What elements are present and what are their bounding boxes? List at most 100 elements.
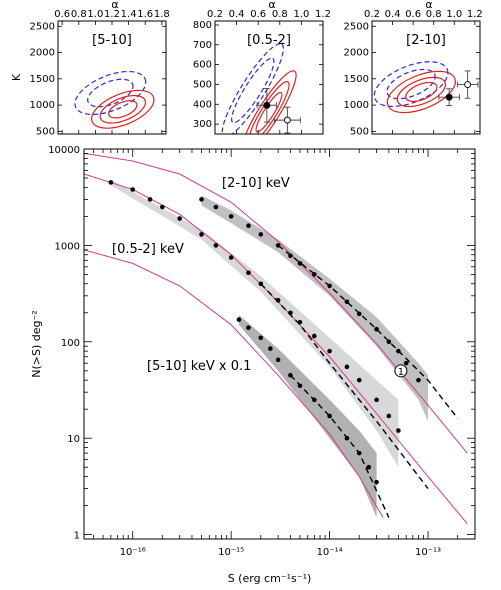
panel-frame — [214, 20, 324, 135]
data-point — [416, 377, 421, 383]
data-point — [374, 326, 379, 332]
y-tick-label: 500 — [193, 79, 212, 90]
contour-solid-0 — [405, 81, 438, 102]
inset-panel-0: 0.6 0.8 1.0 1.2 1.4 1.6 1.8 500 1000 1500 2000 2500… — [10, 0, 170, 137]
contour-dashed-1 — [74, 70, 147, 116]
y-tick-label: 700 — [193, 40, 212, 51]
y-axis-title: K — [10, 73, 23, 81]
data-point — [246, 223, 251, 229]
y-tick-label: 10000 — [48, 145, 80, 156]
series-2 — [236, 317, 379, 485]
y-tick-label: 500 — [36, 126, 55, 137]
x-axis-title: S (erg cm⁻¹s⁻¹) — [228, 572, 312, 585]
data-point — [344, 364, 350, 370]
data-point — [312, 333, 317, 339]
panel-plot-area — [74, 70, 155, 129]
x-tick-label: 10⁻¹³ — [415, 547, 441, 558]
filled-marker — [263, 101, 271, 109]
x-tick-label: 10⁻¹⁴ — [317, 547, 343, 558]
data-point — [228, 255, 234, 260]
contour-solid-1 — [248, 81, 290, 134]
contour-solid-0 — [108, 100, 138, 119]
x-tick-label: 0.2 — [364, 9, 380, 20]
open-marker — [464, 81, 472, 89]
data-point — [130, 187, 136, 192]
data-point — [275, 357, 281, 363]
x-tick-label: 10⁻¹⁶ — [120, 547, 146, 558]
data-point — [297, 383, 303, 389]
y-tick-label: 400 — [193, 99, 212, 110]
x-tick-label: 10⁻¹⁵ — [218, 547, 244, 558]
x-tick-label: 1.0 — [446, 9, 462, 20]
data-point — [344, 299, 350, 305]
y-tick-label: 2000 — [344, 48, 369, 59]
filled-marker — [445, 93, 453, 101]
main-plot: 1 10⁻¹⁶ 10⁻¹⁵ 10⁻¹⁴ 10⁻¹³ 1 10 100 1000 10000 S (e… — [30, 145, 476, 585]
panel-label: [2-10] — [406, 33, 446, 48]
data-point-1 — [273, 106, 301, 134]
data-point — [356, 377, 362, 383]
y-tick-label: 300 — [193, 119, 212, 130]
contour-dashed-0 — [87, 78, 134, 108]
x-tick-label: 0.4 — [385, 9, 401, 20]
data-point — [396, 428, 401, 433]
data-point — [327, 413, 332, 419]
confidence-band-1 — [110, 179, 399, 468]
data-point — [246, 325, 251, 331]
model-curve-0 — [84, 152, 468, 454]
data-point — [213, 243, 219, 248]
data-point-0 — [438, 88, 460, 107]
main-frame — [83, 148, 476, 540]
series-label-2: [5-10] keV x 0.1 — [147, 359, 251, 374]
y-tick-label: 2000 — [30, 48, 55, 59]
contour-solid-2 — [91, 89, 155, 129]
data-point — [297, 261, 303, 266]
x-tick-label: 0.4 — [229, 9, 245, 20]
x-tick-label: 1.6 — [137, 9, 153, 20]
y-tick-label: 100 — [61, 338, 80, 349]
x-axis-title: α — [425, 0, 432, 11]
contour-dashed-1 — [373, 61, 449, 107]
data-point — [199, 197, 204, 202]
x-tick-label: 1.2 — [315, 9, 331, 20]
data-point-1 — [456, 70, 479, 99]
data-point — [374, 479, 379, 485]
data-point — [177, 216, 182, 221]
series-1 — [108, 180, 401, 433]
data-point — [288, 310, 293, 316]
y-tick-label: 1000 — [55, 241, 80, 252]
data-point — [327, 283, 332, 289]
inset-panel-2: 0.2 0.4 0.6 0.8 1.0 1.2 500 1000 1500 2000 2500 α [2… — [344, 0, 483, 137]
y-tick-label: 1000 — [30, 100, 55, 111]
x-tick-label: 0.2 — [207, 9, 223, 20]
y-tick-label: 2500 — [30, 21, 55, 32]
data-point — [258, 281, 264, 287]
annotation-circle — [394, 364, 408, 378]
data-point — [147, 197, 153, 202]
confidence-band-2 — [238, 314, 377, 518]
contour-solid-1 — [396, 76, 447, 108]
y-tick-label: 800 — [193, 20, 212, 31]
data-point — [344, 435, 350, 441]
contour-dashed-1 — [221, 43, 284, 134]
contour-solid-1 — [99, 94, 147, 124]
data-point — [288, 372, 293, 378]
data-point — [199, 232, 204, 237]
panel-label: [5-10] — [92, 33, 132, 48]
y-tick-label: 1000 — [344, 100, 369, 111]
y-tick-label: 500 — [350, 126, 369, 137]
contour-solid-2 — [386, 70, 456, 114]
y-tick-label: 600 — [193, 60, 212, 71]
x-axis-title: α — [268, 0, 275, 11]
data-point — [275, 297, 281, 303]
x-tick-label: 1.0 — [293, 9, 309, 20]
data-point — [386, 413, 392, 419]
model-curve-2 — [84, 249, 384, 518]
data-point — [228, 214, 234, 219]
data-point — [213, 204, 219, 210]
data-point-0 — [256, 87, 278, 123]
data-point — [312, 397, 317, 403]
data-point — [258, 232, 264, 237]
y-tick-label: 2500 — [344, 21, 369, 32]
